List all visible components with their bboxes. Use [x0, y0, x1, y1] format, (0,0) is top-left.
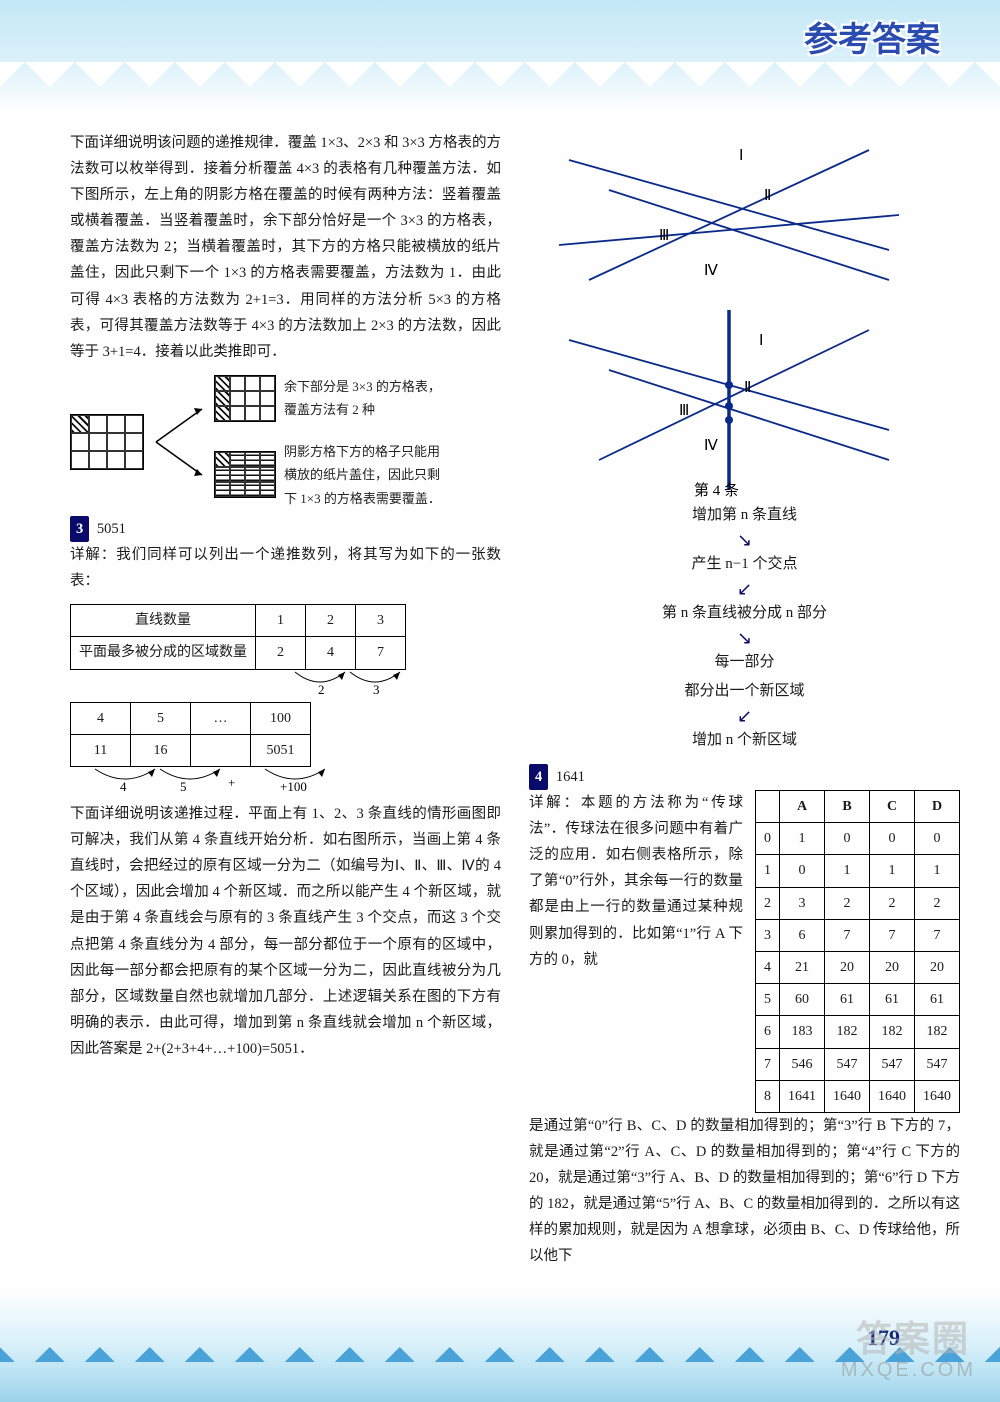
- flow-s5: 都分出一个新区域: [529, 678, 960, 705]
- right-column: Ⅰ Ⅱ Ⅲ Ⅳ Ⅰ Ⅱ Ⅲ Ⅳ 第 4 条 增加第 n 条直线 ↘ 产生 n−1…: [529, 130, 960, 1312]
- table-row: 421202020: [756, 952, 960, 984]
- flow-arrow-icon: ↘: [529, 531, 960, 549]
- table-row: A B C D: [756, 791, 960, 823]
- fig-caption-b: 阴影方格下方的格子只能用横放的纸片盖住，因此只剩下 1×3 的方格表需要覆盖．: [284, 440, 444, 510]
- svg-text:Ⅰ: Ⅰ: [739, 148, 743, 164]
- lines-diagram-1: Ⅰ Ⅱ Ⅲ Ⅳ: [529, 130, 909, 300]
- flow-arrow-icon: ↙: [529, 580, 960, 598]
- svg-text:Ⅲ: Ⅲ: [679, 403, 689, 419]
- flow-s2: 产生 n−1 个交点: [529, 551, 960, 578]
- flow-s1: 增加第 n 条直线: [529, 502, 960, 529]
- svg-text:Ⅰ: Ⅰ: [759, 333, 763, 349]
- svg-text:5: 5: [180, 779, 187, 793]
- svg-text:Ⅲ: Ⅲ: [659, 228, 669, 244]
- content-area: 下面详细说明该问题的递推规律．覆盖 1×3、2×3 和 3×3 方格表的方法数可…: [70, 130, 960, 1312]
- q4-detail-a: 详解：本题的方法称为“传球法”．传球法在很多问题中有着广泛的应用．如右侧表格所示…: [529, 790, 743, 973]
- table-row: 81641164016401640: [756, 1080, 960, 1112]
- table-row: 01000: [756, 823, 960, 855]
- flow-arrow-icon: ↘: [529, 629, 960, 647]
- svg-text:第 4 条: 第 4 条: [694, 481, 739, 499]
- svg-text:Ⅱ: Ⅱ: [744, 380, 751, 396]
- table-row: 6183182182182: [756, 1016, 960, 1048]
- q4-detail-b: 是通过第“0”行 B、C、D 的数量相加得到的；第“3”行 B 下方的 7，就是…: [529, 1113, 960, 1270]
- svg-text:Ⅳ: Ⅳ: [704, 438, 718, 454]
- table-row: 11 16 5051: [71, 734, 311, 766]
- grid-figure: 余下部分是 3×3 的方格表，覆盖方法有 2 种 阴影方格下方的格子只能用横放的…: [70, 375, 501, 510]
- left-column: 下面详细说明该问题的递推规律．覆盖 1×3、2×3 和 3×3 方格表的方法数可…: [70, 130, 501, 1312]
- svg-text:Ⅱ: Ⅱ: [764, 188, 771, 204]
- q3-answer: 5051: [97, 521, 126, 537]
- table-lines-2: 4 5 … 100 11 16 5051: [70, 702, 311, 767]
- flow-s3: 第 n 条直线被分成 n 部分: [529, 600, 960, 627]
- table-row: 23222: [756, 887, 960, 919]
- q3-detail: 详解：我们同样可以列出一个递推数列，将其写为如下的一张数表：: [70, 542, 501, 594]
- lines-diagram-2: Ⅰ Ⅱ Ⅲ Ⅳ 第 4 条: [529, 300, 909, 500]
- page-title: 参考答案: [804, 10, 940, 71]
- svg-text:+: +: [228, 775, 235, 790]
- q4-answer: 1641: [556, 769, 585, 785]
- fig-caption-a: 余下部分是 3×3 的方格表，覆盖方法有 2 种: [284, 375, 444, 422]
- q3-line: 3 5051: [70, 516, 501, 542]
- table-row: 平面最多被分成的区域数量 2 4 7: [71, 637, 406, 669]
- table-row: 4 5 … 100: [71, 702, 311, 734]
- table-row: 直线数量 1 2 3: [71, 605, 406, 637]
- left-paragraph-2: 下面详细说明该递推过程．平面上有 1、2、3 条直线的情形画图即可解决，我们从第…: [70, 801, 501, 1062]
- svg-text:3: 3: [373, 682, 380, 696]
- table-row: 10111: [756, 855, 960, 887]
- table-row: 7546547547547: [756, 1048, 960, 1080]
- table-row: 560616161: [756, 984, 960, 1016]
- table1-arcs: 2 3: [70, 670, 410, 696]
- q3-badge: 3: [70, 516, 89, 542]
- watermark-url: MXQE.COM: [841, 1352, 976, 1388]
- flow-s4: 每一部分: [529, 649, 960, 676]
- svg-text:Ⅳ: Ⅳ: [704, 263, 718, 279]
- svg-text:+100: +100: [280, 779, 307, 793]
- table-lines-1: 直线数量 1 2 3 平面最多被分成的区域数量 2 4 7: [70, 604, 406, 669]
- table-row: 36777: [756, 919, 960, 951]
- flow-arrow-icon: ↙: [529, 707, 960, 725]
- svg-text:4: 4: [120, 779, 127, 793]
- svg-text:2: 2: [318, 682, 325, 696]
- table2-arcs: 4 5 + +100: [70, 767, 350, 793]
- flow-s6: 增加 n 个新区域: [529, 727, 960, 754]
- grid-4x3: [70, 414, 144, 470]
- left-paragraph-1: 下面详细说明该问题的递推规律．覆盖 1×3、2×3 和 3×3 方格表的方法数可…: [70, 130, 501, 365]
- table-passball: A B C D 01000101112322236777421202020560…: [755, 790, 960, 1113]
- q4-badge: 4: [529, 764, 548, 790]
- split-arrows-icon: [154, 397, 204, 487]
- q4-line: 4 1641: [529, 764, 960, 790]
